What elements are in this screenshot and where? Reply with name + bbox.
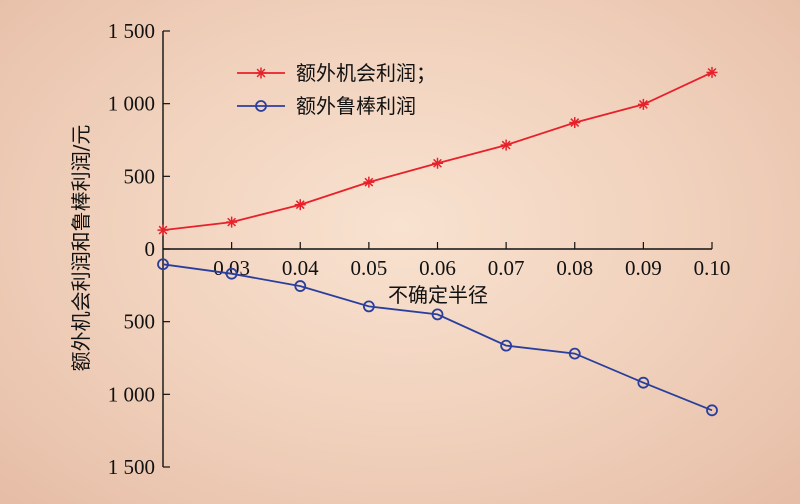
data-point	[431, 308, 444, 321]
y-tick-label: 1 000	[108, 382, 155, 406]
x-tick-label: 0.10	[694, 256, 731, 280]
series-2	[157, 258, 718, 417]
legend: 额外机会利润； 额外鲁棒利润	[237, 61, 436, 118]
y-tick-label: 500	[124, 310, 156, 334]
x-tick-label: 0.05	[351, 256, 388, 280]
x-tick-label: 0.08	[556, 256, 593, 280]
legend-item: 额外鲁棒利润	[237, 94, 416, 118]
data-point	[637, 98, 649, 110]
y-tick-label: 1 500	[108, 455, 155, 479]
series-1	[157, 66, 718, 236]
legend-marker	[255, 100, 267, 112]
data-point	[157, 224, 169, 236]
y-tick-label: 1 000	[108, 92, 155, 116]
y-tick-label: 1 500	[108, 19, 155, 43]
legend-label: 额外鲁棒利润	[296, 94, 416, 118]
series-line	[162, 263, 713, 412]
data-point	[226, 216, 238, 228]
legend-marker	[255, 67, 267, 79]
data-point	[294, 280, 307, 292]
data-point	[294, 199, 306, 211]
y-axis-label: 额外机会利润和鲁棒利润/元	[69, 125, 93, 372]
legend-label: 额外机会利润；	[296, 61, 436, 85]
data-point	[432, 157, 443, 169]
y-tick-label: 0	[145, 237, 156, 261]
series-line	[162, 71, 713, 231]
data-point	[637, 376, 650, 389]
series-layer	[157, 66, 718, 417]
data-point	[500, 339, 513, 352]
data-point	[225, 267, 238, 280]
data-point	[706, 404, 718, 417]
data-point	[568, 347, 581, 360]
data-point	[706, 66, 718, 78]
x-tick-label: 0.06	[419, 256, 456, 280]
legend-item: 额外机会利润；	[237, 61, 436, 85]
x-tick-label: 0.07	[488, 256, 525, 280]
data-point	[363, 176, 375, 188]
data-point	[362, 300, 375, 313]
data-point	[157, 258, 169, 271]
x-tick-label: 0.09	[625, 256, 662, 280]
x-tick-label: 0.04	[282, 256, 319, 280]
y-tick-label: 500	[124, 164, 156, 188]
data-point	[569, 117, 581, 129]
x-axis-label: 不确定半径	[388, 283, 488, 307]
data-point	[500, 139, 512, 151]
